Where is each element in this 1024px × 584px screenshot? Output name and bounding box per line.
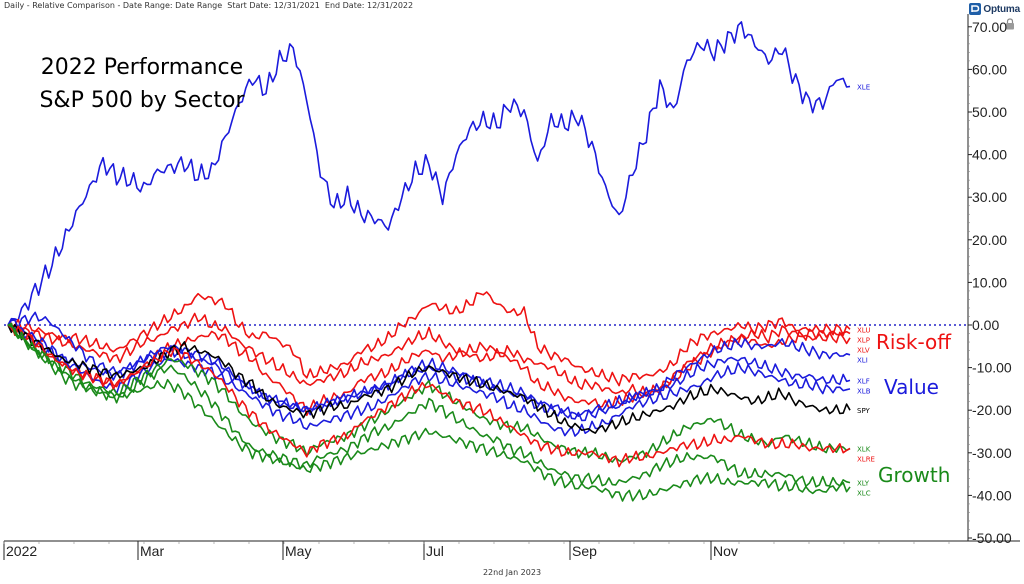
- y-axis: 70.00 60.00 50.00 40.00 30.00 20.00 10.00 0.00 -…: [968, 19, 1012, 546]
- series-line-xlp: [7, 312, 851, 398]
- y-tick-label: -10.00: [972, 360, 1012, 376]
- chart-subtitle: S&P 500 by Sector: [39, 88, 245, 113]
- series-line-xlu: [7, 291, 851, 387]
- series-label-xlre: XLRE: [857, 456, 875, 464]
- series-label-xlp: XLP: [857, 336, 870, 344]
- y-tick-label: 50.00: [972, 104, 1007, 120]
- series-line-xle: [7, 21, 851, 326]
- x-tick-label: Sep: [572, 543, 597, 559]
- x-tick-label: May: [285, 543, 311, 559]
- x-axis: 2022 Mar May Jul Sep Nov: [3, 541, 950, 560]
- group-label-value: Value: [884, 375, 939, 399]
- optuma-logo-icon: [969, 3, 982, 15]
- series-label-layer: XLE XLU XLP XLV XLI XLF XLB SPY XLK XLRE XLY XLC: [857, 83, 875, 497]
- y-tick-label: -20.00: [972, 402, 1012, 418]
- x-tick-label: Jul: [426, 543, 444, 559]
- series-layer: [7, 21, 851, 502]
- series-label-xlf: XLF: [857, 377, 870, 385]
- group-label-growth: Growth: [878, 463, 950, 487]
- y-tick-label: 10.00: [972, 274, 1007, 290]
- y-tick-label: 30.00: [972, 189, 1007, 205]
- lock-icon[interactable]: [1005, 18, 1015, 30]
- x-tick-label: 2022: [6, 543, 37, 559]
- series-label-xli: XLI: [857, 356, 868, 364]
- footer-date: 22nd Jan 2023: [482, 568, 542, 577]
- series-line-xlk: [7, 324, 851, 463]
- series-label-xle: XLE: [857, 83, 870, 91]
- series-label-xlu: XLU: [857, 326, 870, 334]
- series-label-xlv: XLV: [857, 346, 870, 354]
- y-tick-label: 40.00: [972, 147, 1007, 163]
- x-tick-label: Nov: [713, 543, 738, 559]
- y-tick-label: 60.00: [972, 61, 1007, 77]
- series-line-spy: [7, 323, 851, 434]
- series-line-xly: [7, 324, 851, 488]
- y-tick-label: 20.00: [972, 232, 1007, 248]
- y-tick-label: 70.00: [972, 19, 1007, 35]
- y-tick-label: -40.00: [972, 487, 1012, 503]
- brand: Optuma: [969, 1, 1020, 17]
- series-label-spy: SPY: [857, 407, 871, 415]
- y-tick-label: -50.00: [972, 530, 1012, 546]
- series-line-xlc: [7, 322, 851, 502]
- x-tick-label: Mar: [140, 543, 164, 559]
- series-label-xlc: XLC: [857, 490, 871, 498]
- chart-title: 2022 Performance: [41, 55, 243, 80]
- chart-info-header: Daily - Relative Comparison - Date Range…: [4, 1, 414, 10]
- series-label-xly: XLY: [857, 480, 870, 488]
- y-tick-label: -30.00: [972, 445, 1012, 461]
- series-label-xlb: XLB: [857, 387, 871, 395]
- series-label-xlk: XLK: [857, 446, 871, 454]
- group-label-risk-off: Risk-off: [876, 330, 952, 354]
- annotations: 2022 Performance S&P 500 by Sector Risk-…: [39, 55, 952, 487]
- brand-name: Optuma: [983, 3, 1020, 15]
- y-tick-label: 0.00: [972, 317, 999, 333]
- series-line-xlre: [7, 324, 851, 468]
